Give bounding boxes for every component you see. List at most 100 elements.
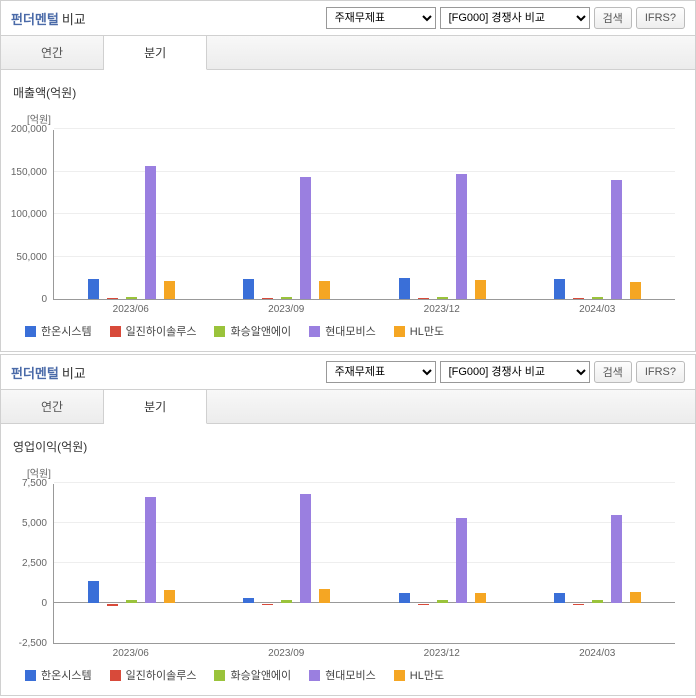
bar [475, 280, 486, 299]
bar [164, 590, 175, 603]
bar [262, 298, 273, 299]
panel-header: 펀더멘털비교 주재무제표[FG000] 경쟁사 비교검색IFRS? [1, 355, 695, 390]
bar [592, 600, 603, 603]
bar-slot [611, 130, 622, 299]
bar [281, 600, 292, 603]
chart-title: 매출액(억원) [7, 80, 689, 111]
legend-label: 한온시스템 [41, 667, 92, 683]
bar [418, 604, 429, 605]
bar [437, 297, 448, 299]
bar-slot [126, 130, 137, 299]
bar [456, 518, 467, 603]
bar-slot [554, 484, 565, 643]
bar-slot [164, 130, 175, 299]
legend-label: HL만도 [410, 667, 444, 683]
legend-swatch [394, 670, 405, 681]
category-group [209, 484, 364, 643]
x-tick-label: 2023/06 [53, 644, 209, 659]
bar-slot [262, 130, 273, 299]
bar [573, 604, 584, 605]
bar-slot [145, 130, 156, 299]
y-axis: 7,5005,0002,5000-2,500 [7, 484, 53, 644]
legend-swatch [110, 670, 121, 681]
bar [145, 166, 156, 299]
chart-area: 영업이익(억원)[억원]7,5005,0002,5000-2,5002023/0… [1, 424, 695, 695]
bar-slot [319, 484, 330, 643]
x-tick-label: 2023/09 [209, 300, 365, 315]
search-button[interactable]: 검색 [594, 7, 632, 29]
financial-statement-select[interactable]: 주재무제표 [326, 361, 436, 383]
legend-item[interactable]: 한온시스템 [25, 323, 92, 339]
ifrs-button[interactable]: IFRS? [636, 361, 685, 383]
plot-wrap: 200,000150,000100,00050,0000 [7, 130, 689, 300]
bar [630, 282, 641, 299]
fundamental-panel: 펀더멘털비교 주재무제표[FG000] 경쟁사 비교검색IFRS? 연간분기영업이익… [0, 354, 696, 696]
legend-swatch [25, 326, 36, 337]
bar-slot [399, 484, 410, 643]
legend-item[interactable]: HL만도 [394, 323, 444, 339]
financial-statement-select[interactable]: 주재무제표 [326, 7, 436, 29]
bar [107, 604, 118, 606]
y-axis-unit: [억원] [7, 111, 689, 126]
panel-title: 펀더멘털비교 [11, 363, 86, 382]
ifrs-button[interactable]: IFRS? [636, 7, 685, 29]
legend-item[interactable]: 현대모비스 [309, 667, 376, 683]
legend-item[interactable]: 현대모비스 [309, 323, 376, 339]
bar [630, 592, 641, 603]
bar [592, 297, 603, 299]
tab-quarterly[interactable]: 분기 [104, 36, 207, 70]
x-tick-label: 2024/03 [520, 644, 676, 659]
bar [554, 279, 565, 299]
search-button[interactable]: 검색 [594, 361, 632, 383]
tab-annual[interactable]: 연간 [1, 390, 104, 423]
bar-slot [573, 130, 584, 299]
bar [319, 281, 330, 299]
bar-slot [88, 484, 99, 643]
legend-swatch [214, 326, 225, 337]
category-group [365, 130, 520, 299]
bar-slot [418, 130, 429, 299]
bar [88, 581, 99, 603]
tab-quarterly[interactable]: 분기 [104, 390, 207, 424]
legend-item[interactable]: 일진하이솔루스 [110, 667, 197, 683]
bar-slot [418, 484, 429, 643]
bar-slot [107, 484, 118, 643]
bar-slot [573, 484, 584, 643]
bar [554, 593, 565, 603]
x-axis: 2023/062023/092023/122024/03 [53, 644, 675, 659]
bar [262, 604, 273, 605]
legend-item[interactable]: HL만도 [394, 667, 444, 683]
bar [611, 515, 622, 603]
bar [164, 281, 175, 299]
bar [573, 298, 584, 299]
bar [418, 298, 429, 299]
legend-item[interactable]: 화승알앤에이 [214, 323, 291, 339]
bar-slot [262, 484, 273, 643]
bar-slot [437, 484, 448, 643]
tab-annual[interactable]: 연간 [1, 36, 104, 69]
legend-label: 일진하이솔루스 [126, 667, 197, 683]
bar [611, 180, 622, 299]
category-group [520, 130, 675, 299]
bar-slot [281, 130, 292, 299]
bars-row [54, 484, 675, 643]
legend-item[interactable]: 일진하이솔루스 [110, 323, 197, 339]
x-tick-label: 2023/09 [209, 644, 365, 659]
legend-item[interactable]: 한온시스템 [25, 667, 92, 683]
help-icon: ? [670, 366, 676, 378]
bar-slot [319, 130, 330, 299]
bar-slot [145, 484, 156, 643]
x-tick-label: 2024/03 [520, 300, 676, 315]
legend-swatch [25, 670, 36, 681]
legend-item[interactable]: 화승알앤에이 [214, 667, 291, 683]
bar [319, 589, 330, 603]
legend-label: 일진하이솔루스 [126, 323, 197, 339]
legend-swatch [309, 326, 320, 337]
bar-slot [243, 130, 254, 299]
competitor-group-select[interactable]: [FG000] 경쟁사 비교 [440, 7, 590, 29]
panel-header: 펀더멘털비교주재무제표[FG000] 경쟁사 비교검색IFRS? [1, 1, 695, 36]
bar [243, 279, 254, 299]
x-tick-label: 2023/12 [364, 300, 520, 315]
competitor-group-select[interactable]: [FG000] 경쟁사 비교 [440, 361, 590, 383]
bar [145, 497, 156, 603]
